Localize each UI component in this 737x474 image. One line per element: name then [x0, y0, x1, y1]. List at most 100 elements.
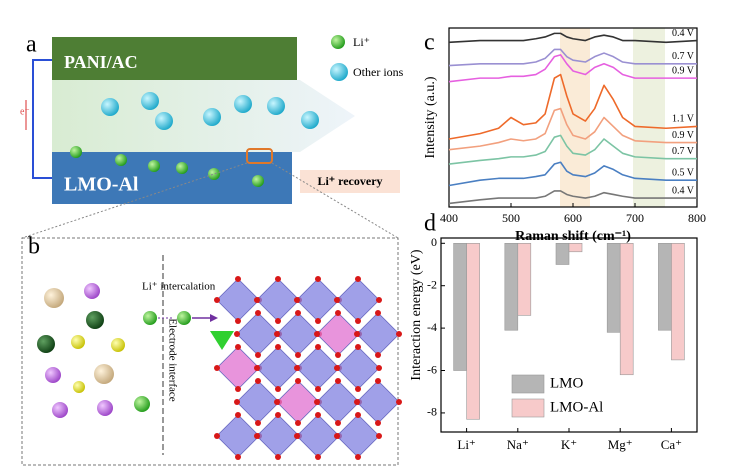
oxygen — [274, 331, 280, 337]
zoom-line — [271, 162, 399, 239]
octahedron — [316, 312, 360, 356]
bar — [671, 243, 685, 361]
octahedron — [296, 278, 340, 322]
charts: 400 500 600 700 800 Raman shift (cm⁻¹) Intensi… — [409, 27, 706, 452]
panel-label: c — [424, 30, 435, 56]
bar — [466, 243, 480, 420]
oxygen — [295, 352, 301, 358]
peak-band — [633, 28, 665, 207]
series-label: 0.9 V — [672, 130, 695, 141]
x-tick-label: 400 — [440, 211, 458, 225]
bar — [453, 243, 467, 371]
oxygen — [354, 399, 360, 405]
oxygen — [235, 276, 241, 282]
panel-label: b — [28, 234, 40, 260]
oxygen — [315, 412, 321, 418]
oxygen — [275, 386, 281, 392]
annotation: Electrode interface — [166, 318, 178, 401]
oxygen — [235, 318, 241, 324]
oxygen — [376, 297, 382, 303]
series-label: 0.4 V — [672, 185, 695, 196]
annotation: Li⁺ intercalation — [142, 281, 216, 293]
oxygen — [294, 297, 300, 303]
oxygen — [376, 365, 382, 371]
octahedron — [276, 380, 320, 424]
octahedron — [336, 278, 380, 322]
octahedron — [276, 312, 320, 356]
legend-swatch — [511, 398, 545, 418]
x-tick-label: Li⁺ — [457, 437, 475, 452]
legend-label: LMO — [550, 375, 584, 391]
legend-other-dot — [330, 63, 348, 81]
x-tick-label: 500 — [502, 211, 520, 225]
series-label: 0.7 V — [672, 51, 695, 62]
oxygen — [294, 433, 300, 439]
bar — [606, 243, 621, 333]
li-ions — [70, 146, 264, 187]
spectrum — [448, 161, 697, 187]
panel-label: d — [424, 211, 436, 237]
legend-label: Other ions — [353, 65, 404, 79]
octahedron — [336, 346, 380, 390]
oxygen — [275, 318, 281, 324]
y-tick-label: -6 — [427, 362, 437, 376]
bottom-electrode — [52, 152, 292, 204]
x-tick-label: Ca⁺ — [661, 437, 682, 452]
oxygen — [315, 276, 321, 282]
x-tick-label: 600 — [564, 211, 582, 225]
oxygen — [275, 412, 281, 418]
oxygen — [334, 297, 340, 303]
spectrum — [448, 190, 697, 205]
series-label: 0.5 V — [672, 167, 695, 178]
octahedron — [236, 312, 280, 356]
octahedron — [296, 414, 340, 458]
panel-label: a — [26, 32, 37, 58]
oxygen — [254, 297, 260, 303]
series-label: 0.7 V — [672, 146, 695, 157]
oxygen — [355, 454, 361, 460]
zoom-line — [21, 162, 248, 239]
oxygen — [335, 352, 341, 358]
oxygen — [375, 352, 381, 358]
oxygen — [235, 412, 241, 418]
x-tick-label: Na⁺ — [507, 437, 529, 452]
oxygen — [315, 454, 321, 460]
series-label: 1.1 V — [672, 114, 695, 125]
electron-label: e⁻ — [20, 106, 30, 117]
oxygen — [314, 399, 320, 405]
x-tick-label: Mg⁺ — [608, 437, 633, 452]
oxygen — [315, 386, 321, 392]
octahedron — [236, 380, 280, 424]
legend-label: LMO-Al — [550, 399, 603, 415]
y-tick-label: -4 — [427, 320, 437, 334]
bar — [658, 243, 672, 331]
legend-label: Li⁺ — [353, 35, 370, 49]
octahedron — [216, 414, 260, 458]
oxygen — [335, 420, 341, 426]
octahedron — [296, 346, 340, 390]
oxygen — [334, 433, 340, 439]
y-axis-label: Interaction energy (eV) — [409, 249, 424, 380]
bar — [517, 243, 532, 316]
oxygen — [355, 386, 361, 392]
crystal-structure — [210, 276, 402, 460]
recovery-box — [300, 170, 400, 193]
oxygen — [294, 365, 300, 371]
oxygen — [355, 412, 361, 418]
y-axis-label: Intensity (a.u.) — [423, 76, 438, 158]
oxygen — [396, 399, 402, 405]
octahedron — [356, 312, 400, 356]
spectrum — [448, 32, 698, 44]
oxygen — [315, 318, 321, 324]
spectrum — [448, 107, 697, 151]
x-tick-label: K⁺ — [561, 437, 577, 452]
oxygen — [375, 420, 381, 426]
octahedron — [256, 346, 300, 390]
oxygen — [275, 276, 281, 282]
oxygen — [235, 386, 241, 392]
oxygen — [295, 420, 301, 426]
oxygen — [375, 378, 381, 384]
x-axis-label: Raman shift (cm⁻¹) — [515, 229, 631, 244]
oxygen — [275, 454, 281, 460]
oxygen — [235, 344, 241, 350]
